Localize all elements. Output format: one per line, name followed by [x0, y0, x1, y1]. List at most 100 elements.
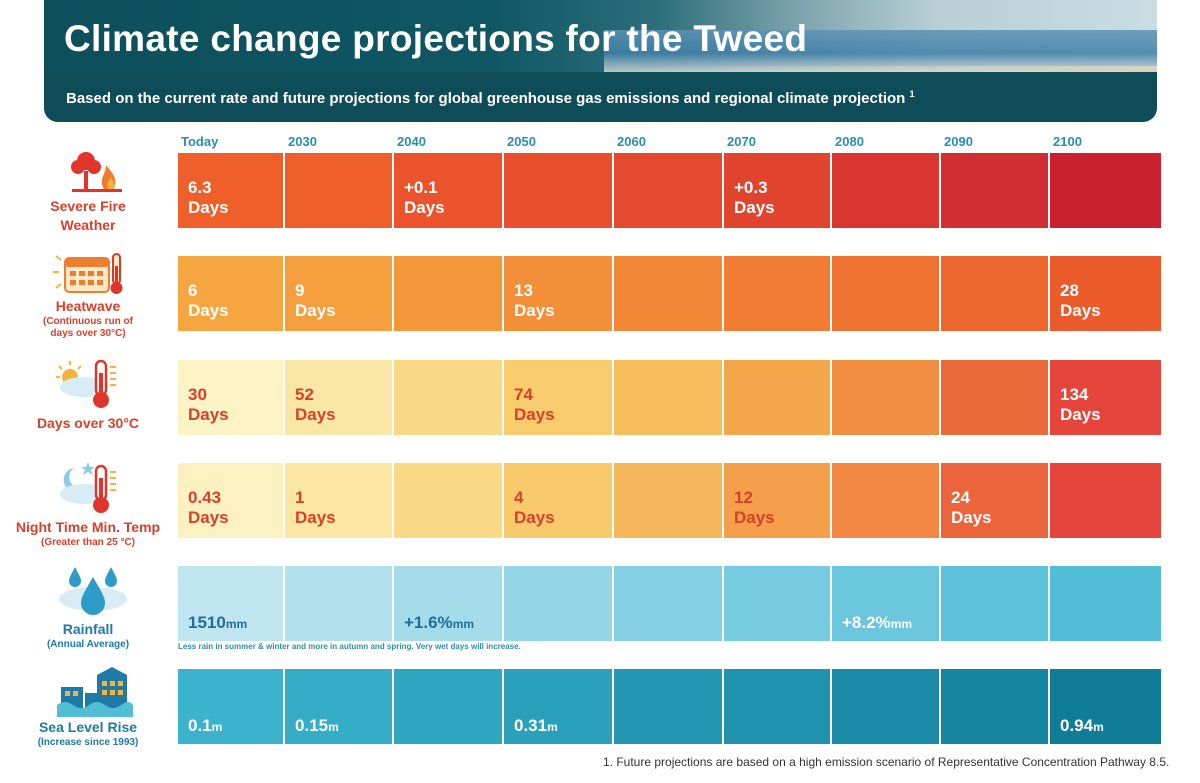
value-unit: Days	[514, 405, 555, 424]
value-number: 13	[514, 281, 533, 300]
sea-level-sublabel: (Increase since 1993)	[37, 737, 139, 748]
value-unit: Days	[951, 508, 992, 527]
value-number: 0.31	[514, 716, 548, 735]
projection-cell	[1050, 153, 1161, 228]
page-subtitle: Based on the current rate and future pro…	[66, 89, 915, 107]
value-unit: Days	[188, 405, 229, 424]
flooded-buildings-icon	[57, 667, 133, 717]
cell-value: 12 Days	[734, 488, 775, 528]
value-number: 0.15	[295, 716, 329, 735]
value-number: 74	[514, 385, 533, 404]
cell-value: 6.3 Days	[188, 178, 229, 218]
value-unit: Days	[188, 508, 229, 527]
cell-value: 6 Days	[188, 281, 229, 321]
footnote-ref: 1	[909, 89, 915, 99]
page-title: Climate change projections for the Tweed	[64, 18, 808, 59]
projection-cell: 24 Days	[941, 463, 1050, 538]
fire-tree-icon	[71, 152, 122, 192]
cell-value: 4 Days	[514, 488, 555, 528]
value-unit: m	[211, 720, 223, 734]
value-number: 28	[1060, 281, 1079, 300]
subtitle-text: Based on the current rate and future pro…	[66, 90, 906, 107]
projection-cell: +0.1 Days	[394, 153, 504, 228]
value-number: 12	[734, 488, 753, 507]
projection-cell	[1050, 463, 1161, 538]
year-label: 2050	[507, 134, 536, 149]
value-unit: mm	[452, 617, 475, 631]
cell-value: 52 Days	[295, 385, 336, 425]
year-label: 2100	[1053, 134, 1082, 149]
projection-cell	[941, 153, 1050, 228]
projection-row: 6 Days 9 Days 13 Days 28 Days	[178, 256, 1161, 331]
beach-sand	[644, 66, 1157, 76]
projection-cell: 30 Days	[178, 360, 285, 435]
value-number: 6	[188, 281, 198, 300]
projection-cell: 12 Days	[724, 463, 832, 538]
row-label-fire: Severe Fire Weather	[10, 197, 166, 235]
value-number: 0.43	[188, 488, 222, 507]
beach-photo	[604, 30, 1157, 72]
value-number: +8.2%	[842, 613, 891, 632]
value-unit: Days	[1060, 301, 1101, 320]
value-unit: Days	[295, 508, 336, 527]
projection-cell: 6 Days	[178, 256, 285, 331]
cell-value: 13 Days	[514, 281, 555, 321]
row-label-sea-level: Sea Level Rise (Increase since 1993)	[10, 718, 166, 749]
year-label: 2060	[617, 134, 646, 149]
rain-drops-icon	[59, 567, 127, 615]
projection-row: 6.3 Days +0.1 Days +0.3 Days	[178, 153, 1161, 228]
cell-value: +1.6%mm	[404, 613, 474, 634]
projection-cell	[724, 566, 832, 641]
year-label: 2090	[944, 134, 973, 149]
value-unit: Days	[514, 301, 555, 320]
projection-cell: 0.15m	[285, 669, 394, 744]
projection-cell	[941, 256, 1050, 331]
value-unit: m	[547, 720, 558, 734]
projection-cell	[394, 256, 504, 331]
cell-value: 30 Days	[188, 385, 229, 425]
cell-value: 0.15m	[295, 716, 339, 737]
heatwave-label: Heatwave	[55, 298, 121, 314]
year-label: 2040	[397, 134, 426, 149]
year-label: 2070	[727, 134, 756, 149]
sea-level-label: Sea Level Rise	[38, 719, 138, 735]
year-label: 2080	[835, 134, 864, 149]
projection-row: 30 Days 52 Days 74 Days 134 Days	[178, 360, 1161, 435]
value-unit: Days	[404, 198, 445, 217]
value-number: 1	[295, 488, 305, 507]
projection-cell: 0.31m	[504, 669, 614, 744]
projection-cell: 134 Days	[1050, 360, 1161, 435]
cell-value: 134 Days	[1060, 385, 1101, 425]
cell-value: 0.1m	[188, 716, 222, 737]
night-temp-sublabel: (Greater than 25 °C)	[40, 537, 136, 548]
year-label: 2030	[288, 134, 317, 149]
cell-value: 1510mm	[188, 613, 247, 634]
value-unit: Days	[734, 198, 775, 217]
projection-cell: 28 Days	[1050, 256, 1161, 331]
value-unit: Days	[188, 198, 229, 217]
projection-row: 0.43 Days 1 Days 4 Days 12 Days 24 Days	[178, 463, 1161, 538]
row-label-night-temp: Night Time Min. Temp (Greater than 25 °C…	[10, 518, 166, 549]
cell-value: 0.31m	[514, 716, 558, 737]
value-number: 9	[295, 281, 305, 300]
value-unit: mm	[225, 617, 248, 631]
projection-cell: +0.3 Days	[724, 153, 832, 228]
projection-cell	[504, 153, 614, 228]
projection-cell	[394, 463, 504, 538]
calendar-thermometer-icon	[53, 253, 123, 294]
value-unit: Days	[1060, 405, 1101, 424]
value-unit: Days	[295, 405, 336, 424]
projection-cell	[614, 256, 724, 331]
projection-cell: 0.1m	[178, 669, 285, 744]
projection-cell	[614, 360, 724, 435]
subtitle-strip	[44, 72, 1157, 122]
projection-cell: 0.94m	[1050, 669, 1161, 744]
heatwave-sublabel-line2: days over 30°C)	[50, 328, 126, 339]
value-number: +1.6%	[404, 613, 453, 632]
value-number: 0.94	[1060, 716, 1094, 735]
projection-cell	[941, 566, 1050, 641]
row-label-rainfall: Rainfall (Annual Average)	[10, 620, 166, 651]
projection-cell: +8.2%mm	[832, 566, 941, 641]
days-over-30-label: Days over 30°C	[36, 415, 140, 431]
night-temp-label: Night Time Min. Temp	[15, 519, 161, 535]
